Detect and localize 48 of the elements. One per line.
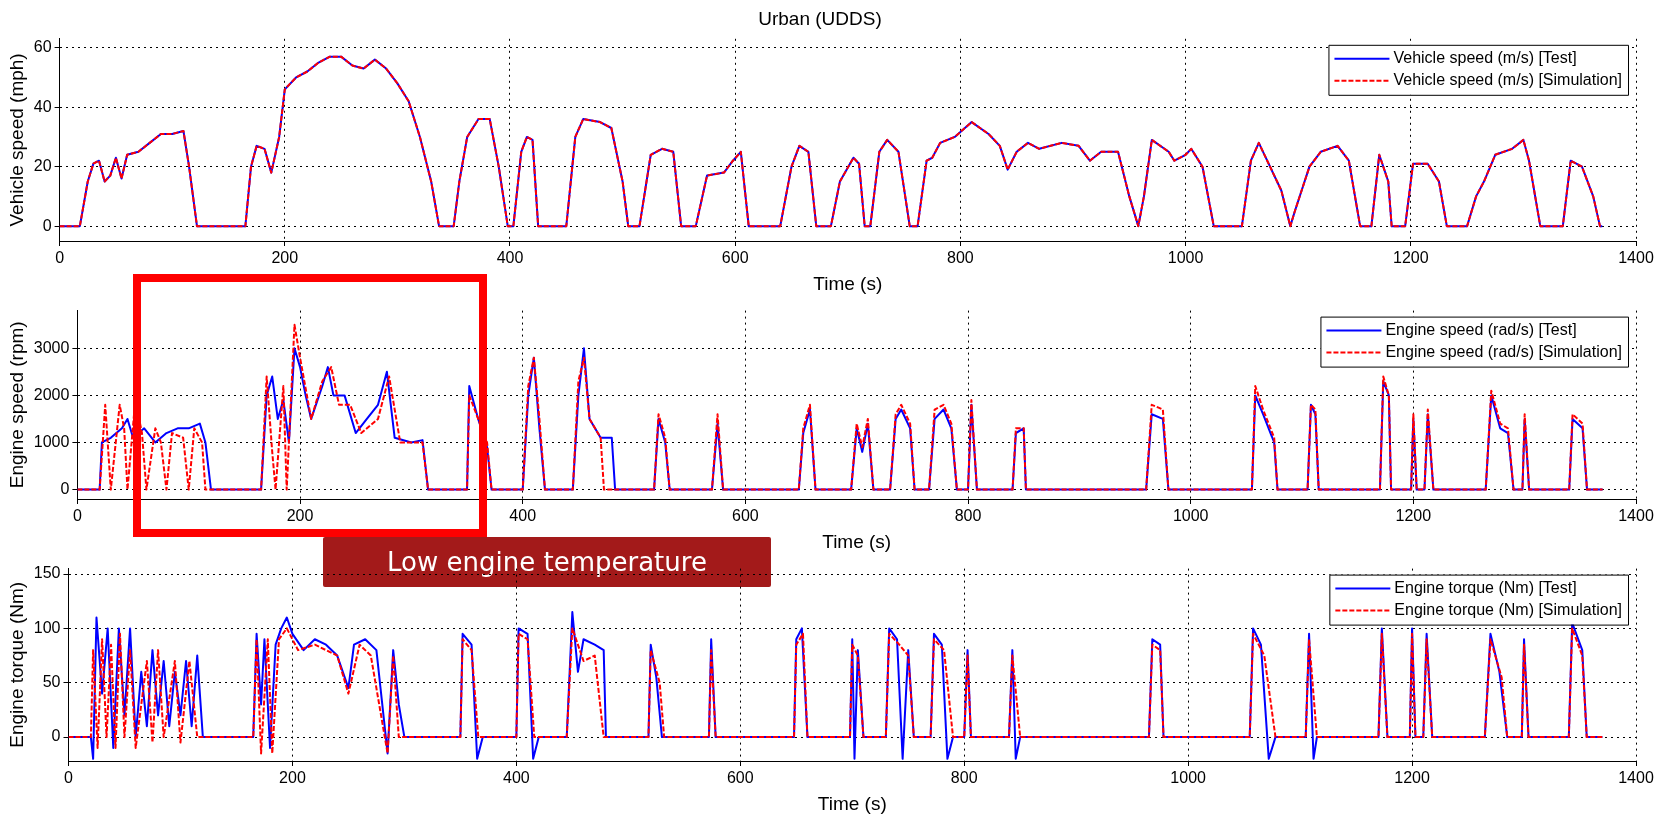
chart-title: Urban (UDDS)	[758, 7, 882, 29]
x-tick-label: 1000	[1172, 507, 1209, 525]
x-tick-label: 1200	[1395, 507, 1432, 525]
x-tick-label: 1000	[1170, 769, 1207, 787]
y-axis-title: Engine speed (rpm)	[5, 321, 27, 489]
legend-label: Engine speed (rad/s) [Simulation]	[1385, 343, 1623, 361]
legend-label: Engine torque (Nm) [Simulation]	[1394, 601, 1622, 619]
x-tick-label: 200	[271, 249, 299, 267]
x-tick-label: 1400	[1618, 507, 1654, 525]
legend-label: Engine speed (rad/s) [Test]	[1385, 321, 1577, 339]
x-axis-title: Time (s)	[813, 272, 883, 294]
x-tick-label: 600	[721, 249, 749, 267]
y-tick-label: 0	[42, 216, 52, 234]
x-tick-label: 1000	[1167, 249, 1204, 267]
x-tick-label: 1200	[1394, 769, 1430, 787]
x-tick-label: 600	[726, 769, 754, 787]
x-tick-label: 600	[732, 507, 759, 525]
x-tick-label: 800	[950, 769, 978, 787]
y-axis-title: Engine torque (Nm)	[5, 581, 27, 748]
y-tick-label: 60	[33, 38, 52, 56]
x-tick-label: 1400	[1618, 249, 1654, 267]
y-tick-label: 0	[51, 727, 61, 745]
x-tick-label: 200	[279, 769, 306, 787]
y-tick-label: 50	[42, 673, 61, 691]
y-tick-label: 40	[33, 97, 52, 115]
x-tick-label: 0	[72, 507, 82, 525]
x-axis-title: Time (s)	[817, 792, 887, 814]
x-tick-label: 1200	[1393, 249, 1429, 267]
y-tick-label: 3000	[33, 338, 70, 356]
x-tick-label: 400	[496, 249, 524, 267]
y-tick-label: 1000	[33, 432, 70, 450]
x-tick-label: 800	[947, 249, 974, 267]
x-axis-title: Time (s)	[822, 530, 892, 552]
x-tick-label: 1400	[1618, 769, 1654, 787]
y-axis-title: Vehicle speed (mph)	[5, 53, 27, 227]
x-tick-label: 400	[509, 507, 537, 525]
y-tick-label: 2000	[33, 385, 70, 403]
callout-box: Low engine temperature	[323, 537, 771, 587]
y-tick-label: 0	[60, 479, 70, 497]
x-tick-label: 200	[286, 507, 314, 525]
y-tick-label: 20	[33, 157, 52, 175]
legend-label: Vehicle speed (m/s) [Test]	[1393, 49, 1577, 67]
y-tick-label: 150	[33, 564, 61, 582]
x-tick-label: 400	[503, 769, 530, 787]
legend-label: Engine torque (Nm) [Test]	[1394, 579, 1577, 597]
x-tick-label: 800	[954, 507, 982, 525]
legend-label: Vehicle speed (m/s) [Simulation]	[1393, 71, 1622, 89]
y-tick-label: 100	[33, 618, 61, 636]
